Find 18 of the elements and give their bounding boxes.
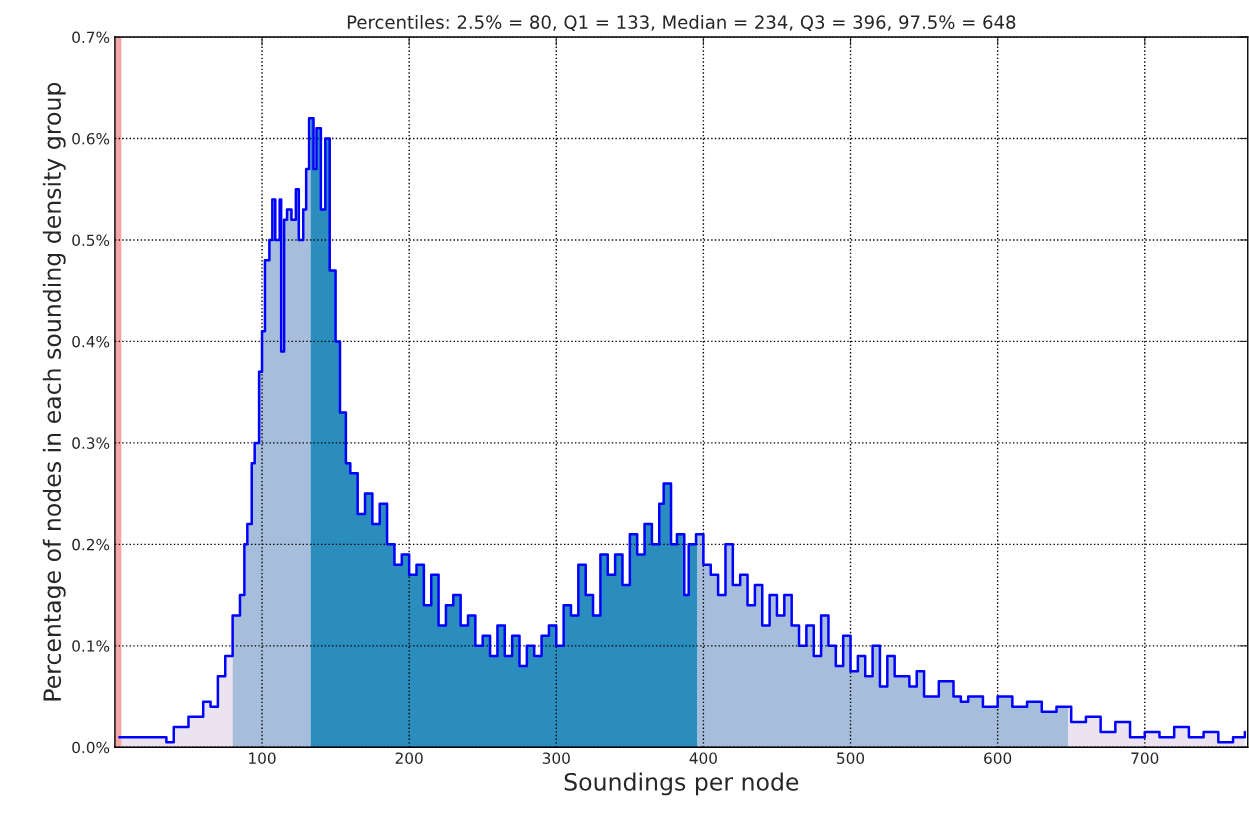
x-tick-label: 600 [984,752,1012,764]
y-tick-label: 0.1% [72,640,110,652]
x-tick-label: 500 [837,752,865,764]
x-tick-label: 300 [542,752,570,764]
x-tick-label: 700 [1131,752,1159,764]
y-tick-label: 0.2% [72,538,110,551]
y-axis-title: Percentage of nodes in each sounding density group [42,82,66,701]
y-tick-label: 0.3% [72,437,110,449]
x-tick-label: 200 [395,752,423,764]
y-tick-label: 0.0% [72,741,110,754]
y-tick-label: 0.5% [72,234,110,246]
x-tick-label: 100 [249,752,276,764]
y-tick-label: 0.7% [72,31,110,44]
y-tick-label: 0.6% [72,132,110,145]
y-tick-label: 0.4% [72,335,110,348]
chart-title: Percentiles: 2.5% = 80, Q1 = 133, Median = 234, Q3 = 396, 97.5% = 648 [347,14,1016,32]
x-axis-title: Soundings per node [564,772,799,796]
x-tick-label: 400 [689,752,717,764]
